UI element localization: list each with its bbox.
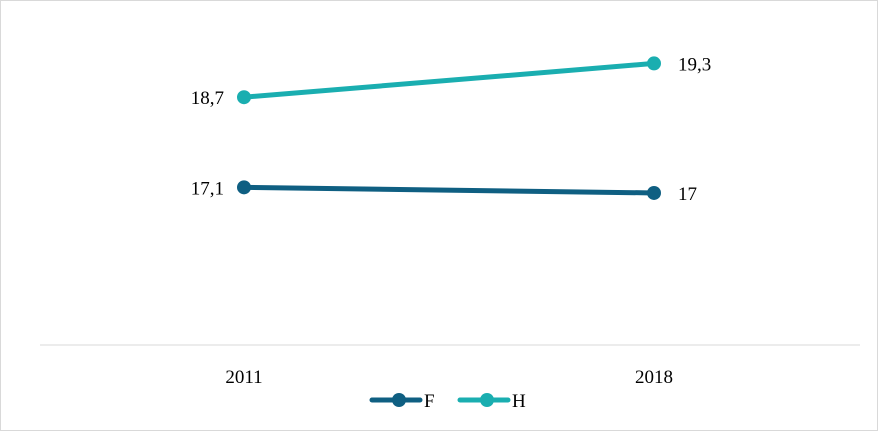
series-h-line [241, 60, 657, 100]
series-h-point-2011 [237, 90, 251, 105]
legend-f-marker-swatch [392, 393, 406, 407]
series-f-data-label-2018: 17 [678, 184, 697, 205]
series-h-data-label-2018: 19,3 [678, 54, 711, 75]
legend-h-label: H [512, 391, 526, 412]
series-f-data-label-2011: 17,1 [191, 178, 224, 199]
series-h-data-label-2011: 18,7 [191, 88, 224, 109]
series-f-line [241, 184, 657, 196]
series-h-point-2018 [647, 56, 661, 71]
x-tick-label-2011: 2011 [225, 367, 262, 388]
x-tick-label-2018: 2018 [635, 367, 673, 388]
legend-f-label: F [424, 391, 435, 412]
series-f-point-2011 [237, 180, 251, 195]
legend-h-marker-swatch [480, 393, 494, 407]
series-f-point-2018 [647, 185, 661, 200]
